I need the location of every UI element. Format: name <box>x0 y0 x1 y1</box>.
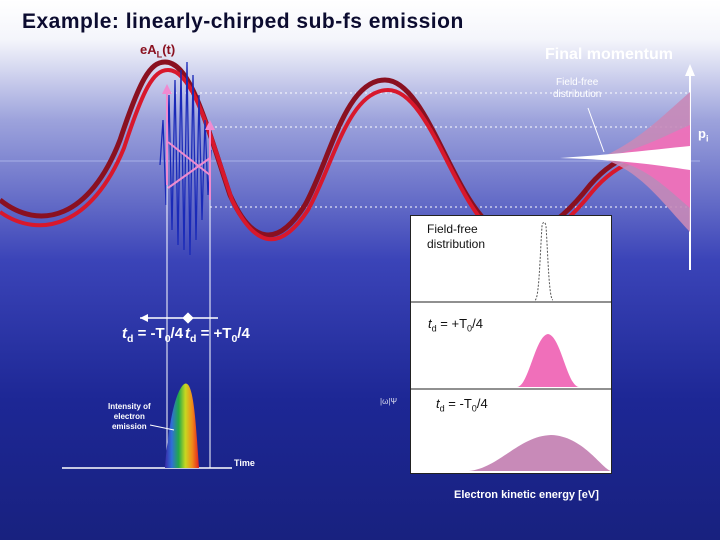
field-free-peak <box>534 221 554 301</box>
initial-momentum-label: pi <box>698 126 709 144</box>
small-annotation: |ω|Ψ <box>380 397 398 406</box>
panel-td-negative-label: td = -T0/4 <box>436 396 488 414</box>
td-neg-peak <box>469 435 611 471</box>
emission-intensity-curve <box>165 383 199 468</box>
vector-potential-label: eAL(t) <box>140 42 176 60</box>
final-distribution-field-free <box>560 146 690 170</box>
td-negative-label: td = -T0/4 <box>122 325 184 345</box>
panel-field-free-label: Field-free distribution <box>427 222 486 251</box>
field-free-distribution-label: Field-free distribution <box>553 77 602 100</box>
time-axis-label: Time <box>234 458 255 468</box>
panel-td-positive-label: td = +T0/4 <box>428 316 483 334</box>
momentum-arrow-pos-head <box>205 120 215 130</box>
final-distribution-pink <box>600 125 690 208</box>
momentum-arrow-neg-head <box>162 84 172 94</box>
td-marker-diamond <box>182 312 194 324</box>
final-momentum-title: Final momentum <box>545 46 674 63</box>
slide-title: Example: linearly-chirped sub-fs emissio… <box>22 10 464 33</box>
field-free-top-pointer <box>587 107 605 153</box>
energy-spectrum-panel: Field-free distribution td = +T0/4 td = … <box>410 215 612 474</box>
emission-intensity-label: Intensity of electron emission <box>108 402 151 431</box>
td-span-arrowhead <box>140 314 148 322</box>
intensity-label-pointer <box>149 424 175 431</box>
momentum-tilt-line-2 <box>167 157 211 189</box>
td-pos-peak <box>517 334 579 387</box>
energy-axis-label: Electron kinetic energy [eV] <box>454 489 599 501</box>
final-momentum-axis-arrow <box>685 64 695 76</box>
energy-spectrum-plot <box>411 221 611 471</box>
td-positive-label: td = +T0/4 <box>185 325 250 345</box>
momentum-tilt-line-1 <box>167 141 211 176</box>
